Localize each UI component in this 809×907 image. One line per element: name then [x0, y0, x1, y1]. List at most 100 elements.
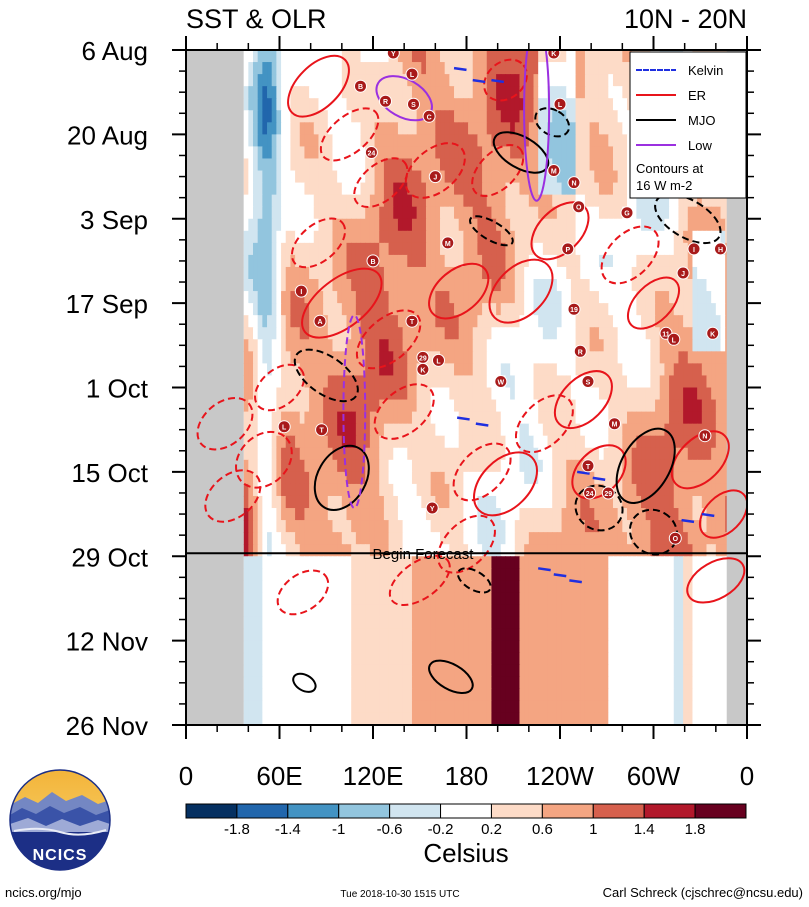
sst-cell	[566, 568, 572, 581]
sst-cell	[421, 471, 427, 485]
sst-cell	[655, 423, 661, 437]
sst-cell	[584, 254, 591, 268]
sst-cell	[664, 387, 670, 401]
sst-cell	[253, 170, 259, 184]
sst-cell	[510, 146, 516, 160]
sst-cell	[575, 122, 581, 135]
sst-cell	[566, 532, 572, 545]
sst-cell	[276, 74, 282, 87]
sst-cell	[500, 279, 507, 292]
sst-cell	[608, 520, 614, 533]
sst-cell	[271, 303, 277, 316]
sst-cell	[407, 459, 413, 473]
sst-cell	[243, 194, 249, 208]
sst-cell	[598, 315, 605, 328]
sst-cell	[290, 182, 296, 196]
sst-cell	[309, 532, 315, 545]
sst-cell	[332, 387, 338, 401]
sst-cell	[589, 110, 595, 123]
sst-cell	[337, 471, 343, 485]
sst-cell	[683, 242, 689, 256]
sst-cell	[692, 544, 698, 557]
sst-cell	[295, 495, 301, 509]
sst-cell	[664, 447, 670, 461]
sst-cell	[631, 483, 637, 497]
sst-cell	[421, 315, 427, 328]
sst-cell	[706, 387, 712, 401]
sst-cell	[379, 315, 385, 328]
sst-cell	[627, 568, 633, 581]
sst-cell	[683, 520, 689, 533]
sst-cell	[323, 495, 329, 509]
sst-cell	[290, 568, 296, 581]
sst-cell	[491, 98, 497, 111]
sst-cell	[425, 447, 432, 461]
sst-cell	[374, 218, 380, 232]
sst-cell	[486, 110, 493, 123]
sst-cell	[411, 387, 418, 401]
sst-cell	[454, 604, 460, 618]
sst-cell	[538, 74, 544, 87]
sst-cell	[271, 98, 277, 111]
sst-cell	[304, 399, 310, 413]
sst-cell	[538, 170, 544, 184]
sst-cell	[369, 495, 376, 509]
sst-cell	[627, 592, 633, 606]
sst-cell	[486, 447, 493, 461]
sst-cell	[351, 279, 357, 292]
sst-cell	[276, 291, 282, 304]
sst-cell	[533, 580, 539, 594]
sst-cell	[435, 303, 441, 316]
sst-cell	[425, 315, 432, 328]
sst-cell	[580, 363, 586, 377]
sst-cell	[267, 375, 273, 389]
sst-cell	[299, 50, 306, 63]
sst-cell	[519, 592, 525, 606]
sst-cell	[468, 351, 474, 364]
sst-cell	[561, 315, 567, 328]
sst-cell	[309, 580, 315, 594]
sst-cell	[341, 182, 348, 196]
sst-cell	[248, 447, 254, 461]
sst-cell	[542, 520, 549, 533]
sst-cell	[397, 303, 404, 316]
sst-cell	[673, 242, 680, 256]
sst-cell	[267, 230, 273, 244]
sst-cell	[598, 387, 605, 401]
sst-cell	[631, 339, 637, 352]
sst-cell	[411, 604, 418, 618]
sst-cell	[253, 194, 259, 208]
sst-cell	[411, 291, 418, 304]
sst-cell	[253, 134, 259, 148]
sst-cell	[271, 544, 277, 557]
sst-cell	[641, 279, 647, 292]
sst-cell	[538, 351, 544, 364]
sst-cell	[355, 544, 362, 557]
sst-cell	[641, 291, 647, 304]
sst-cell	[566, 170, 572, 184]
sst-cell	[393, 520, 399, 533]
sst-cell	[454, 399, 460, 413]
sst-cell	[692, 206, 698, 220]
sst-cell	[678, 206, 684, 220]
sst-cell	[570, 604, 577, 618]
sst-cell	[538, 435, 544, 449]
sst-cell	[360, 604, 366, 618]
sst-cell	[313, 218, 320, 232]
sst-cell	[449, 98, 455, 111]
sst-cell	[290, 544, 296, 557]
sst-cell	[332, 266, 338, 280]
sst-cell	[351, 315, 357, 328]
sst-cell	[715, 459, 722, 473]
sst-cell	[542, 266, 549, 280]
sst-cell	[444, 122, 450, 135]
sst-cell	[514, 170, 521, 184]
sst-cell	[547, 146, 553, 160]
sst-cell	[369, 399, 376, 413]
sst-cell	[360, 266, 366, 280]
sst-cell	[402, 447, 408, 461]
sst-cell	[327, 266, 334, 280]
sst-cell	[397, 423, 404, 437]
sst-cell	[257, 592, 263, 606]
sst-cell	[477, 423, 483, 437]
